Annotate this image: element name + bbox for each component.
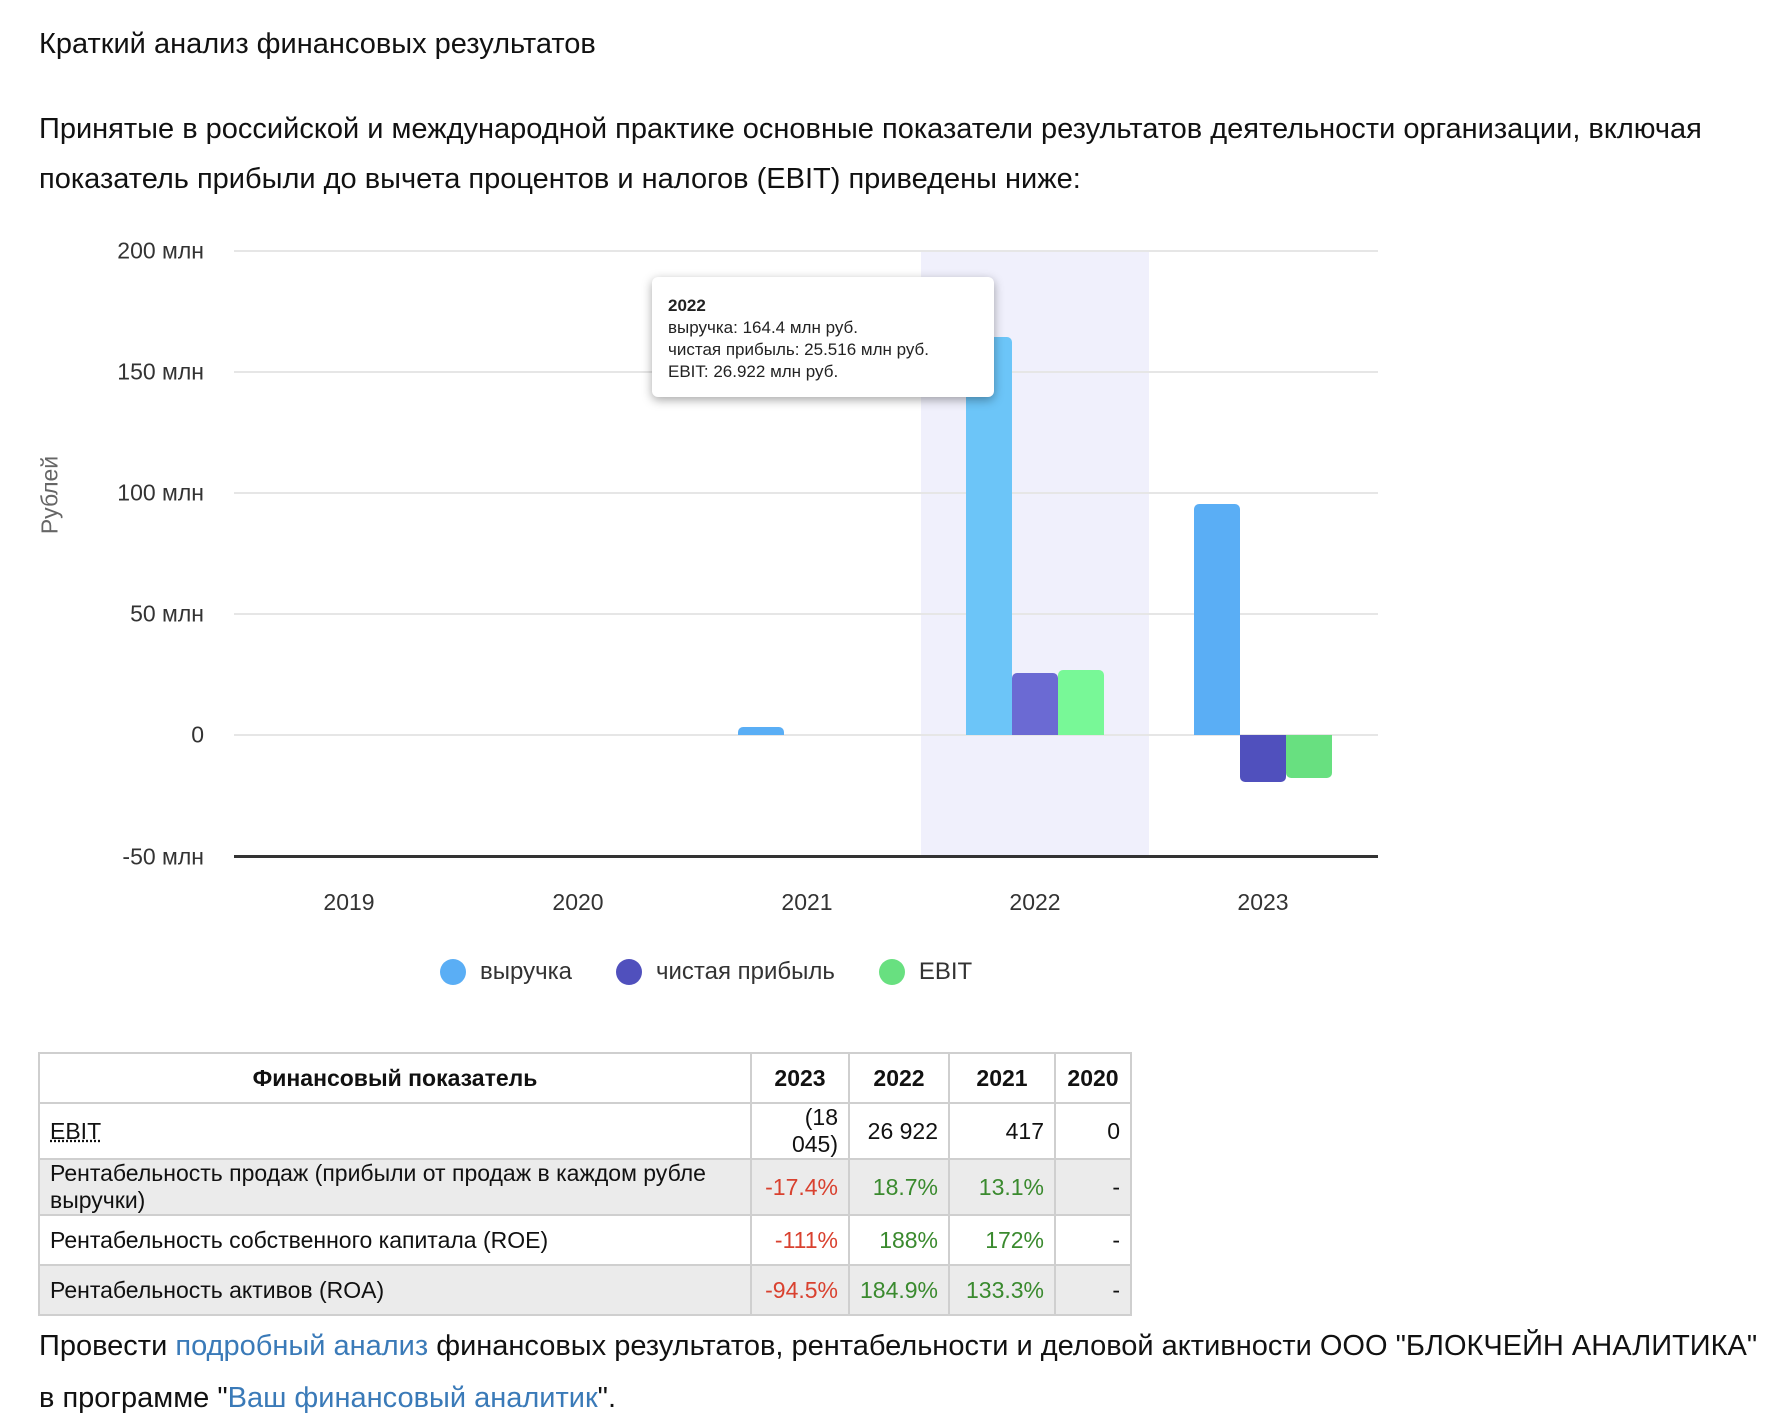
x-tick: 2023: [1237, 889, 1289, 915]
footer-text: ".: [597, 1382, 617, 1414]
financial-analyst-link[interactable]: Ваш финансовый аналитик: [227, 1382, 598, 1414]
column-header: 2021: [948, 1052, 1057, 1104]
table-row: Рентабельность продаж (прибыли от продаж…: [38, 1158, 1133, 1216]
footer-text: Провести: [39, 1330, 176, 1362]
column-header: Финансовый показатель: [38, 1052, 752, 1104]
tooltip-net-profit: чистая прибыль: 25.516 млн руб.: [668, 340, 930, 359]
detailed-analysis-link[interactable]: подробный анализ: [175, 1330, 429, 1362]
cell: -111%: [750, 1214, 850, 1266]
cell: -: [1054, 1158, 1133, 1216]
cell: (18 045): [750, 1102, 850, 1160]
cell: 417: [948, 1102, 1057, 1160]
cell: 133.3%: [948, 1264, 1057, 1316]
tooltip-title: 2022: [668, 296, 706, 315]
row-label: Рентабельность продаж (прибыли от продаж…: [38, 1158, 752, 1216]
y-tick: 0: [191, 721, 204, 748]
legend-item-net-profit[interactable]: чистая прибыль: [615, 958, 835, 986]
column-header: 2020: [1054, 1052, 1133, 1104]
cell: -: [1054, 1264, 1133, 1316]
legend-label: чистая прибыль: [655, 958, 835, 985]
bar-net-profit-2022[interactable]: [1012, 673, 1058, 735]
cell: -94.5%: [750, 1264, 850, 1316]
financial-indicators-table: Финансовый показатель 2023 2022 2021 202…: [38, 1052, 1133, 1316]
row-label: Рентабельность собственного капитала (RO…: [38, 1214, 752, 1266]
cell: -17.4%: [750, 1158, 850, 1216]
bar-revenue-2023[interactable]: [1194, 504, 1240, 735]
x-axis-line: [234, 855, 1378, 858]
legend-item-ebit[interactable]: EBIT: [878, 958, 973, 986]
legend-item-revenue[interactable]: выручка: [440, 958, 572, 986]
cell: 26 922: [847, 1102, 951, 1160]
table-row: Рентабельность собственного капитала (RO…: [38, 1214, 1133, 1266]
legend-label: EBIT: [918, 958, 973, 985]
cell: 18.7%: [847, 1158, 951, 1216]
gridline-0: [234, 734, 1378, 736]
y-axis-label: Рублей: [36, 455, 63, 535]
bar-net-profit-2023[interactable]: [1240, 735, 1286, 782]
footer-text: финансовых результатов, рентабельности и…: [39, 1330, 1758, 1414]
tooltip-revenue: выручка: 164.4 млн руб.: [668, 318, 858, 337]
gridline-100: [234, 492, 1378, 494]
gridline-50: [234, 613, 1378, 615]
cell: 13.1%: [948, 1158, 1057, 1216]
x-tick: 2019: [323, 889, 375, 915]
chart-tooltip: 2022 выручка: 164.4 млн руб. чистая приб…: [652, 277, 994, 397]
cell: 0: [1054, 1102, 1133, 1160]
table-row: Рентабельность активов (ROA) -94.5% 184.…: [38, 1264, 1133, 1316]
y-tick: 50 млн: [130, 600, 204, 627]
chart-legend: выручка чистая прибыль EBIT: [440, 958, 1016, 986]
column-header: 2023: [750, 1052, 850, 1104]
bar-ebit-2022[interactable]: [1058, 670, 1104, 735]
legend-dot-icon: [878, 959, 905, 985]
column-header: 2022: [847, 1052, 951, 1104]
legend-dot-icon: [615, 959, 642, 985]
x-tick: 2020: [552, 889, 604, 915]
intro-paragraph: Принятые в российской и международной пр…: [39, 113, 1702, 195]
page-title: Краткий анализ финансовых результатов: [39, 28, 596, 60]
bar-ebit-2023[interactable]: [1286, 735, 1332, 778]
bar-revenue-2022[interactable]: [966, 337, 1012, 735]
y-tick: 150 млн: [117, 358, 204, 385]
cell: 188%: [847, 1214, 951, 1266]
cell: -: [1054, 1214, 1133, 1266]
table-header-row: Финансовый показатель 2023 2022 2021 202…: [38, 1052, 1133, 1104]
y-tick: -50 млн: [122, 843, 204, 870]
x-tick: 2021: [781, 889, 833, 915]
footer-paragraph: Провести подробный анализ финансовых рез…: [39, 1320, 1759, 1424]
x-tick: 2022: [1009, 889, 1061, 915]
cell: 184.9%: [847, 1264, 951, 1316]
cell: 172%: [948, 1214, 1057, 1266]
tooltip-ebit: EBIT: 26.922 млн руб.: [668, 362, 839, 381]
row-label: Рентабельность активов (ROA): [38, 1264, 752, 1316]
legend-dot-icon: [440, 959, 466, 985]
y-tick: 200 млн: [117, 237, 204, 264]
y-tick: 100 млн: [117, 479, 204, 506]
table-row: EBIT (18 045) 26 922 417 0: [38, 1102, 1133, 1160]
gridline-200: [234, 250, 1378, 252]
ebit-abbreviation[interactable]: EBIT: [50, 1117, 102, 1144]
bar-revenue-2021[interactable]: [738, 727, 784, 735]
legend-label: выручка: [480, 958, 572, 985]
